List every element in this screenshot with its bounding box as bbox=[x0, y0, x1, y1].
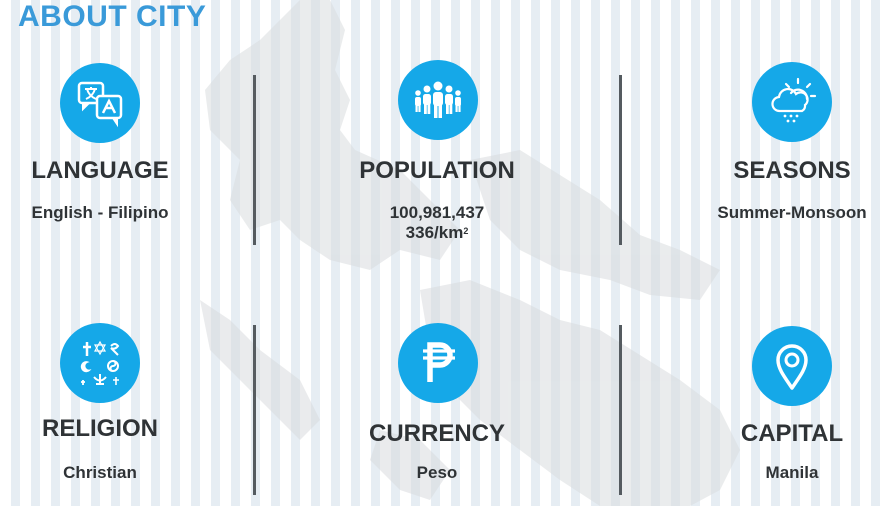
seasons-value: Summer-Monsoon bbox=[717, 203, 867, 222]
capital-value: Manila bbox=[765, 463, 819, 482]
population-icon-badge bbox=[398, 60, 478, 140]
capital-icon-badge bbox=[752, 326, 832, 406]
language-icon-badge bbox=[60, 63, 140, 143]
currency-heading: CURRENCY bbox=[368, 420, 505, 447]
population-heading: POPULATION bbox=[359, 157, 515, 184]
location-pin-icon bbox=[776, 344, 808, 390]
religion-heading: RELIGION bbox=[41, 415, 158, 442]
religion-icon-badge bbox=[60, 323, 140, 403]
translate-icon bbox=[77, 81, 123, 128]
page-title: ABOUT CITY bbox=[18, 0, 207, 33]
column-divider bbox=[253, 75, 256, 245]
column-divider bbox=[253, 325, 256, 495]
language-heading: LANGUAGE bbox=[31, 157, 169, 184]
population-density-value: 336/km bbox=[405, 223, 464, 242]
population-density-exponent: 2 bbox=[463, 226, 469, 236]
seasons-heading: SEASONS bbox=[733, 157, 851, 184]
sun-cloud-rain-icon bbox=[771, 77, 817, 123]
population-density: 336/km2 bbox=[317, 223, 557, 243]
seasons-icon-badge bbox=[752, 62, 832, 142]
column-divider bbox=[619, 325, 622, 495]
population-value: 100,981,437 bbox=[389, 203, 485, 222]
capital-heading: CAPITAL bbox=[740, 420, 844, 447]
religion-value: Christian bbox=[63, 463, 137, 482]
people-group-icon bbox=[415, 81, 461, 118]
religious-symbols-icon bbox=[80, 340, 120, 385]
language-value: English - Filipino bbox=[31, 203, 169, 222]
currency-value: Peso bbox=[416, 463, 458, 482]
column-divider bbox=[619, 75, 622, 245]
currency-icon-badge bbox=[398, 323, 478, 403]
peso-sign-icon bbox=[423, 342, 455, 382]
